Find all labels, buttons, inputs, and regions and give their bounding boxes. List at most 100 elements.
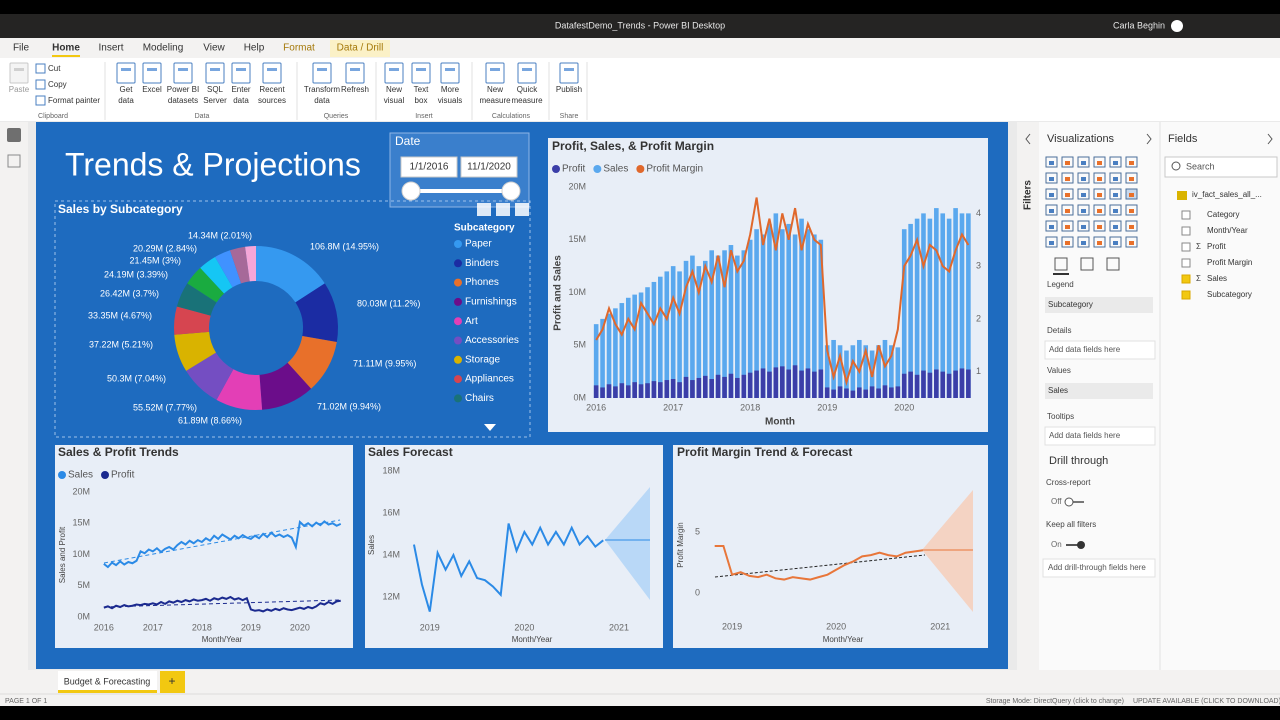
ribbon-button[interactable]: datasets: [168, 96, 198, 105]
visual-type-icon[interactable]: [1077, 156, 1090, 168]
status-update[interactable]: UPDATE AVAILABLE (CLICK TO DOWNLOAD): [1133, 698, 1280, 705]
ribbon-tab[interactable]: Help: [244, 43, 265, 54]
ribbon-button[interactable]: Get: [120, 85, 134, 94]
button-icon[interactable]: [440, 62, 460, 84]
visual-type-icon[interactable]: [1077, 236, 1090, 248]
donut-segment[interactable]: [245, 246, 256, 282]
legend-label[interactable]: Profit: [562, 164, 586, 175]
visual-type-icon[interactable]: [1045, 204, 1058, 216]
visual-type-icon[interactable]: [1061, 236, 1074, 248]
field-name[interactable]: Subcategory: [1207, 290, 1252, 299]
button-icon[interactable]: [384, 62, 404, 84]
button-icon[interactable]: [262, 62, 282, 84]
visual-type-icon[interactable]: [1093, 204, 1106, 216]
ribbon-button[interactable]: Publish: [556, 85, 582, 94]
button-icon[interactable]: [173, 62, 193, 84]
visual-type-icon[interactable]: [1109, 220, 1122, 232]
ribbon-button[interactable]: Enter: [231, 85, 250, 94]
ribbon-tab[interactable]: Format: [283, 43, 315, 54]
ribbon-button[interactable]: Copy: [48, 80, 67, 89]
button-icon[interactable]: [517, 62, 537, 84]
legend-label[interactable]: Profit: [111, 470, 135, 481]
field-name[interactable]: Profit: [1207, 242, 1226, 251]
ribbon-button[interactable]: Format painter: [48, 96, 100, 105]
ribbon-tab[interactable]: Data / Drill: [337, 43, 384, 54]
visual-type-icon[interactable]: [1093, 172, 1106, 184]
more-options-icon[interactable]: [515, 203, 529, 216]
visual-type-icon[interactable]: [1125, 172, 1138, 184]
well-drop-box[interactable]: [1044, 340, 1156, 360]
visual-type-icon[interactable]: [1061, 204, 1074, 216]
ribbon-tab[interactable]: Modeling: [143, 43, 184, 54]
button-icon[interactable]: [345, 62, 365, 84]
donut-segment[interactable]: [174, 306, 211, 335]
checkbox[interactable]: [1181, 226, 1191, 236]
ribbon-button[interactable]: measure: [511, 96, 543, 105]
checkbox[interactable]: [1181, 258, 1191, 268]
filters-label[interactable]: Filters: [1023, 180, 1034, 210]
visual-type-icon[interactable]: [1125, 236, 1138, 248]
ribbon-button[interactable]: Power BI: [167, 85, 199, 94]
ribbon-tab[interactable]: File: [13, 43, 30, 54]
ribbon-button[interactable]: Refresh: [341, 85, 369, 94]
date-start-box[interactable]: [400, 156, 458, 178]
visual-type-icon[interactable]: [1045, 172, 1058, 184]
visual-type-icon[interactable]: [1125, 156, 1138, 168]
donut-segment[interactable]: [229, 246, 250, 284]
well-field-box[interactable]: [1045, 297, 1153, 313]
checkbox[interactable]: [1181, 242, 1191, 252]
legend-label[interactable]: Appliances: [465, 374, 514, 385]
visual-type-icon[interactable]: [1061, 188, 1074, 200]
visual-type-icon[interactable]: [1077, 204, 1090, 216]
visual-type-icon[interactable]: [1125, 220, 1138, 232]
format-tab-icon[interactable]: [1054, 257, 1068, 271]
legend-label[interactable]: Sales: [68, 470, 93, 481]
ribbon-tab[interactable]: Home: [52, 43, 80, 54]
ribbon-button[interactable]: visuals: [438, 96, 462, 105]
visual-type-icon[interactable]: [1093, 236, 1106, 248]
ribbon-tab[interactable]: View: [203, 43, 225, 54]
legend-label[interactable]: Binders: [465, 258, 499, 269]
well-placeholder[interactable]: Add data fields here: [1049, 345, 1121, 354]
ribbon-button[interactable]: data: [314, 96, 330, 105]
donut-segment[interactable]: [186, 352, 234, 400]
field-name[interactable]: Category: [1207, 210, 1239, 219]
visual-type-icon[interactable]: [1045, 236, 1058, 248]
visual-type-icon[interactable]: [1109, 188, 1122, 200]
legend-label[interactable]: Furnishings: [465, 297, 517, 308]
toggle-knob[interactable]: [1064, 497, 1074, 507]
donut-segment[interactable]: [174, 331, 216, 371]
legend-label[interactable]: Paper: [465, 239, 492, 250]
button-icon[interactable]: [9, 62, 29, 84]
visual-type-icon[interactable]: [1077, 220, 1090, 232]
legend-label[interactable]: Storage: [465, 354, 500, 365]
well-field[interactable]: Subcategory: [1048, 300, 1093, 309]
ribbon-button[interactable]: Recent: [259, 85, 285, 94]
filters-strip[interactable]: [1017, 122, 1039, 670]
visual-type-icon[interactable]: [1109, 172, 1122, 184]
field-name[interactable]: Sales: [1207, 274, 1227, 283]
add-page-button[interactable]: [160, 671, 185, 693]
ribbon-button[interactable]: measure: [479, 96, 511, 105]
legend-label[interactable]: Chairs: [465, 393, 494, 404]
visual-type-icon[interactable]: [1109, 236, 1122, 248]
visual-type-icon[interactable]: [1077, 188, 1090, 200]
format-tab-icon[interactable]: [1080, 257, 1094, 271]
button-icon[interactable]: [205, 62, 225, 84]
button-icon[interactable]: [411, 62, 431, 84]
donut-segment[interactable]: [176, 283, 217, 316]
table-name[interactable]: iv_fact_sales_all_...: [1192, 190, 1262, 199]
donut-segment[interactable]: [216, 369, 263, 410]
field-name[interactable]: Month/Year: [1207, 226, 1248, 235]
donut-segment[interactable]: [287, 336, 337, 389]
format-tab-icon[interactable]: [1106, 257, 1120, 271]
visual-type-icon[interactable]: [1109, 156, 1122, 168]
visual-type-icon[interactable]: [1045, 220, 1058, 232]
well-placeholder[interactable]: Add drill-through fields here: [1048, 563, 1146, 572]
checkbox[interactable]: [1181, 210, 1191, 220]
legend-label[interactable]: Phones: [465, 277, 499, 288]
visual-type-icon[interactable]: [1109, 204, 1122, 216]
ribbon-button[interactable]: New: [386, 85, 402, 94]
button-icon[interactable]: [116, 62, 136, 84]
legend-label[interactable]: Art: [465, 316, 478, 327]
